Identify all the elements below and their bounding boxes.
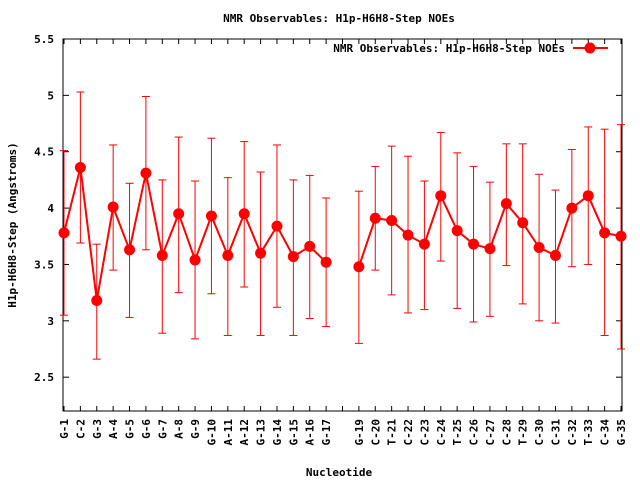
y-tick-label: 4.5 [34,146,54,159]
y-tick-label: 5.5 [34,33,54,46]
data-point [238,208,250,220]
x-tick-label: T-25 [451,419,464,446]
data-point [369,212,381,224]
x-tick-label: G-19 [353,419,366,446]
x-tick-label: G-13 [255,419,268,446]
x-tick-label: C-22 [402,419,415,446]
x-tick-label: G-6 [140,419,153,439]
data-point [173,208,185,220]
data-point [435,190,447,202]
data-point [599,227,611,239]
x-axis: G-1 C-2 G-3 A-4 G-5 G-6 G-7 A-8 G-9 G-10 A-11 A-12 G… [58,39,628,446]
legend: NMR Observables: H1p-H6H8-Step NOEs [333,42,608,55]
data-point [140,167,152,179]
x-tick-label: G-35 [615,419,628,446]
x-tick-label: C-27 [484,419,497,446]
x-tick-label: A-11 [222,419,235,446]
data-point [451,225,463,237]
legend-label: NMR Observables: H1p-H6H8-Step NOEs [333,42,565,55]
x-tick-label: C-28 [500,419,513,446]
x-tick-label: C-31 [549,419,562,446]
x-axis-label: Nucleotide [306,466,373,479]
data-point [91,295,103,307]
x-tick-label: G-9 [189,419,202,439]
y-tick-label: 3.5 [34,258,54,271]
data-point [582,190,594,202]
x-tick-label: G-1 [58,419,71,439]
data-point [287,251,299,263]
data-point [517,217,529,229]
x-tick-label: G-7 [156,419,169,439]
x-tick-label: C-23 [418,419,431,446]
data-point [304,240,316,252]
legend-marker [584,42,596,54]
data-point [107,201,119,213]
x-tick-label: T-33 [582,419,595,446]
data-point [468,238,480,250]
x-tick-label: G-10 [205,419,218,446]
x-tick-label: T-21 [386,419,399,446]
data-point [353,261,365,273]
data-point [124,244,136,256]
data-point [386,214,398,226]
data-point [402,229,414,241]
y-tick-label: 5 [47,89,54,102]
x-tick-label: C-2 [74,419,87,439]
data-point [156,249,168,261]
x-tick-label: C-24 [435,419,448,446]
data-point [320,256,332,268]
x-tick-label: G-15 [287,419,300,446]
data-point [566,202,578,214]
y-tick-label: 4 [47,202,54,215]
x-tick-label: C-30 [533,419,546,446]
data-point [533,242,545,254]
data-point [615,230,627,242]
data-point [205,210,217,222]
series-points [58,162,627,307]
y-tick-label: 3 [47,315,54,328]
data-point [58,227,70,239]
x-tick-label: G-5 [124,419,137,439]
data-point [500,198,512,210]
x-tick-label: A-12 [238,419,251,446]
data-point [271,220,283,232]
y-axis: 2.5 3 3.5 4 4.5 5 5.5 [34,33,622,384]
x-tick-label: C-20 [369,419,382,446]
data-point [222,249,234,261]
x-tick-label: C-32 [566,419,579,446]
x-tick-label: A-16 [304,419,317,446]
data-point [549,249,561,261]
chart-title: NMR Observables: H1p-H6H8-Step NOEs [223,12,455,25]
data-point [189,254,201,266]
data-point [255,247,267,259]
x-tick-label: G-17 [320,419,333,446]
y-axis-label: H1p-H6H8-Step (Angstroms) [6,142,19,308]
x-tick-label: T-29 [517,419,530,446]
x-tick-label: A-8 [173,419,186,439]
x-tick-label: C-34 [599,419,612,446]
data-point [418,238,430,250]
x-tick-label: A-4 [107,419,120,439]
y-tick-label: 2.5 [34,371,54,384]
data-point [484,243,496,255]
x-tick-label: G-3 [91,419,104,439]
error-bars [60,91,625,360]
x-tick-label: C-26 [468,419,481,446]
plot-frame [62,38,623,412]
data-point [74,162,86,174]
x-tick-label: G-14 [271,419,284,446]
